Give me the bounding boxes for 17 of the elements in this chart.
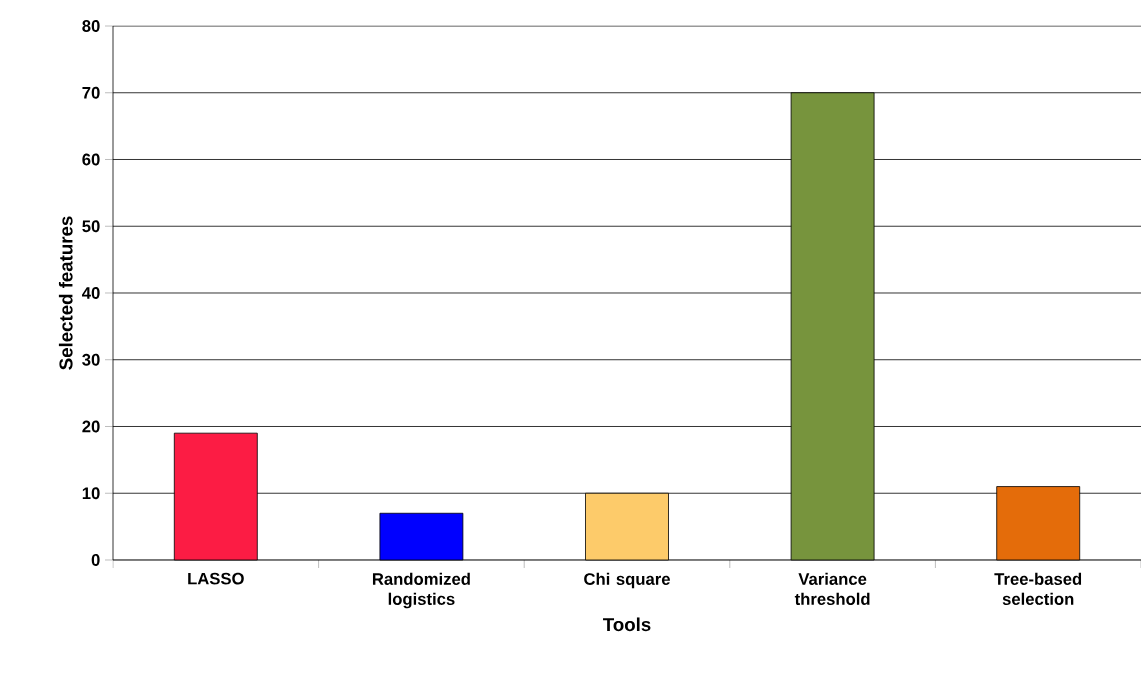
x-tick-label: Variance threshold	[794, 572, 870, 605]
y-tick-label: 80	[82, 20, 100, 32]
y-tick-label: 20	[82, 420, 100, 433]
x-tick-label: LASSO	[188, 572, 244, 585]
x-tick-label: Chi square	[584, 572, 670, 589]
x-tick-label: Randomized logistics	[372, 572, 470, 609]
y-tick-label: 50	[82, 220, 100, 233]
y-tick-label: 40	[82, 287, 100, 299]
x-tick-label: Tree-based selection	[994, 572, 1082, 605]
y-tick-label: 60	[82, 153, 100, 166]
y-tick-label: 10	[82, 487, 100, 500]
y-axis-title: Selected features	[58, 216, 73, 370]
y-tick-label: 70	[82, 86, 100, 99]
x-axis-title: Tools	[603, 617, 651, 632]
y-tick-label: 0	[91, 554, 100, 566]
bar	[379, 512, 464, 561]
y-tick-label: 30	[82, 353, 100, 366]
